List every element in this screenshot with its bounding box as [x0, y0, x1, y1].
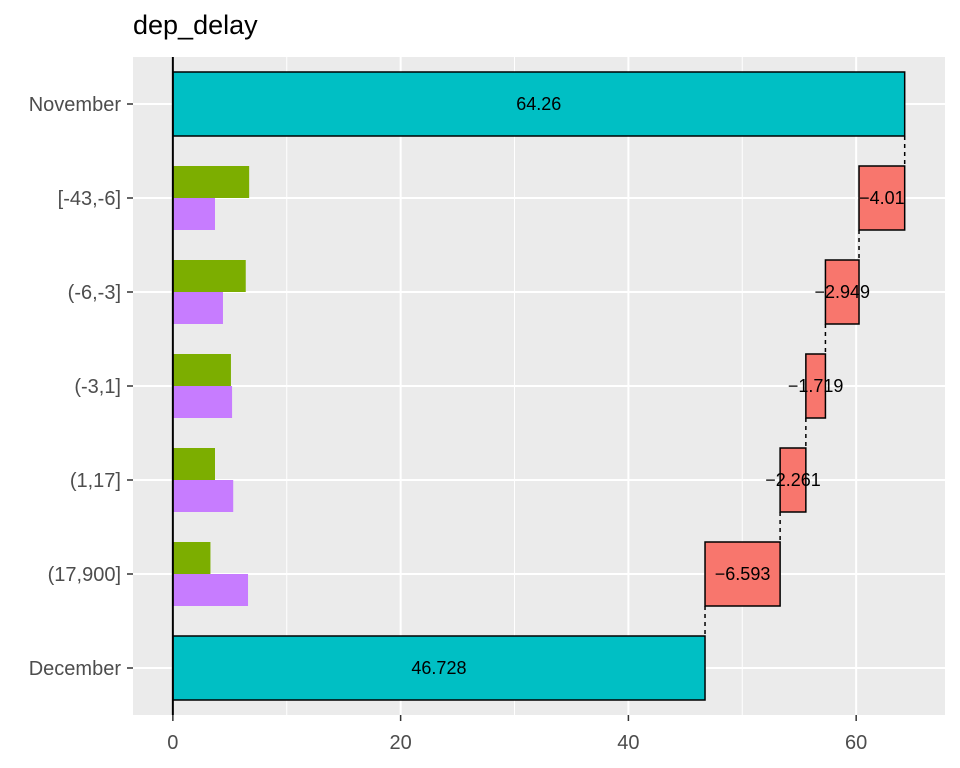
share-bar-upper [172, 166, 250, 198]
step-bar-label: −1.719 [788, 376, 844, 396]
share-bar-upper [172, 448, 215, 480]
step-bars [704, 165, 906, 607]
share-bar-upper [172, 354, 231, 386]
connector-lines [704, 136, 906, 636]
total-bars [172, 71, 906, 701]
bar-labels: −4.01 −2.949 −1.719 −2.261 −6.593 64.26 46.728 [411, 94, 904, 678]
step-bar [824, 259, 860, 325]
step-bar-label: −2.949 [814, 282, 870, 302]
y-axis: November [-43,-6] (-6,-3] (-3,1] (1,17] (17,9… [29, 94, 133, 680]
total-bar [172, 71, 906, 137]
share-bar-lower [172, 198, 215, 230]
share-bar-upper [172, 260, 246, 292]
chart-title: dep_delay [133, 10, 258, 40]
y-tick-label: November [29, 94, 122, 116]
share-bar-lower [172, 574, 249, 606]
total-bar [172, 635, 706, 701]
total-bar-label: 46.728 [411, 658, 466, 678]
total-bar-label: 64.26 [516, 94, 561, 114]
y-tick-label: December [29, 658, 122, 680]
step-bar [704, 541, 781, 607]
y-tick-label: (17,900] [48, 564, 121, 586]
x-tick-label: 40 [617, 732, 639, 754]
x-tick-label: 20 [390, 732, 412, 754]
step-bar [805, 353, 827, 419]
x-axis: 0 20 40 60 [167, 715, 867, 754]
share-bar-upper [172, 542, 211, 574]
share-bar-lower [172, 292, 223, 324]
y-tick-label: (-6,-3] [68, 282, 121, 304]
x-tick-label: 60 [845, 732, 867, 754]
step-bar-label: −4.01 [859, 188, 905, 208]
share-bar-lower [172, 386, 233, 418]
step-bar-label: −6.593 [715, 564, 771, 584]
step-bar-label: −2.261 [765, 470, 821, 490]
share-bars [172, 166, 250, 606]
step-bar [779, 447, 807, 513]
y-tick-label: (1,17] [70, 470, 121, 492]
step-bar [858, 165, 906, 231]
share-bar-lower [172, 480, 234, 512]
y-tick-label: (-3,1] [74, 376, 121, 398]
x-tick-label: 0 [167, 732, 178, 754]
y-tick-label: [-43,-6] [58, 188, 121, 210]
